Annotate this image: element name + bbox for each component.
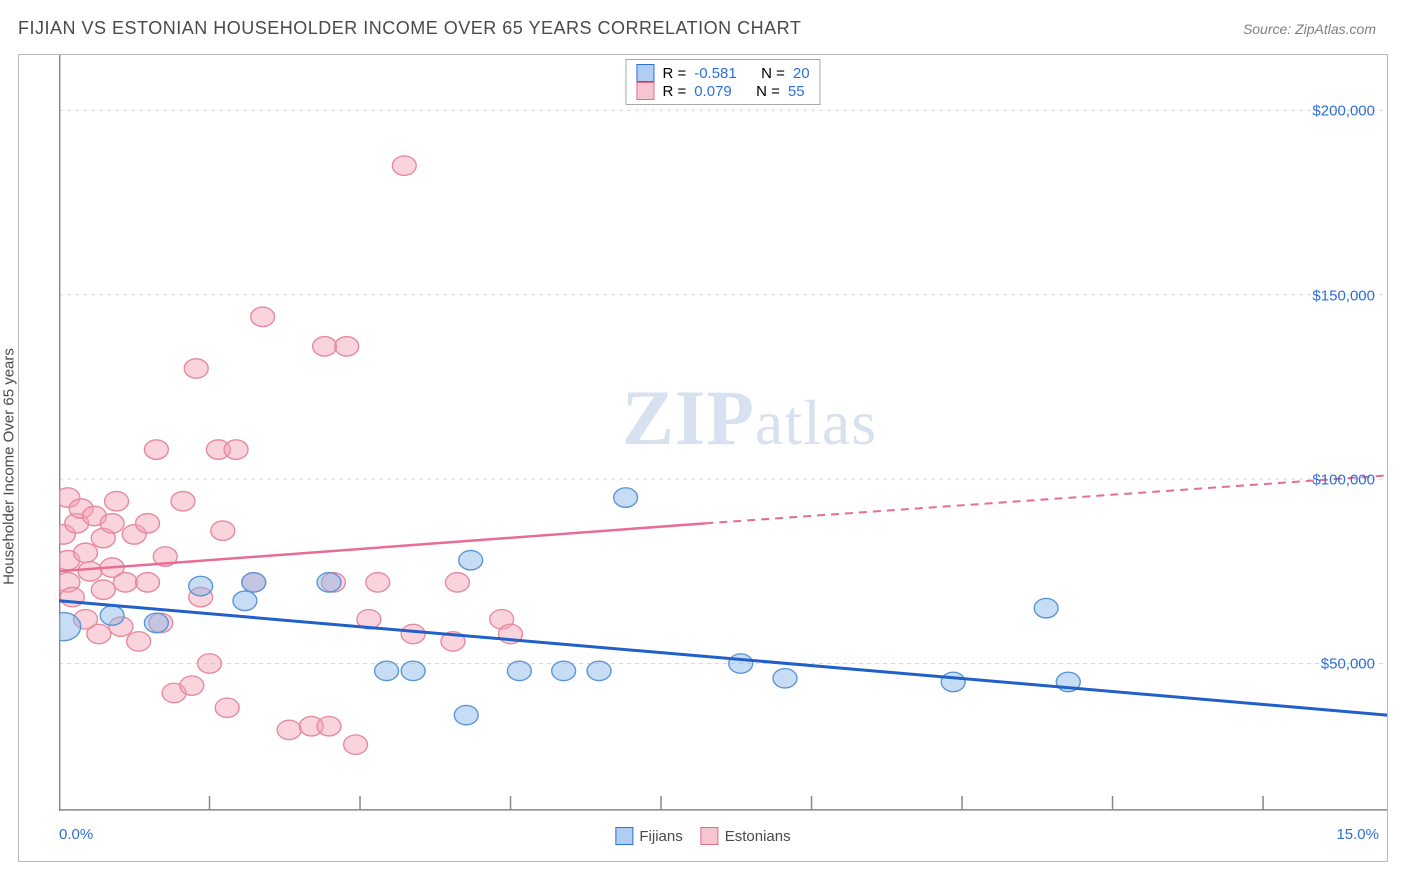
y-tick-label: $50,000 — [1321, 656, 1375, 673]
r-value: 0.079 — [694, 83, 732, 100]
correlation-legend: R = -0.581 N = 20 R = 0.079 N = 55 — [625, 59, 820, 105]
scatter-svg — [59, 55, 1387, 811]
y-tick-label: $150,000 — [1312, 287, 1375, 304]
n-value: 55 — [788, 83, 805, 100]
plot-area: ZIPatlas R = -0.581 N = 20 R = 0.079 N =… — [59, 55, 1387, 811]
legend-label: Estonians — [725, 828, 791, 845]
x-axis-max-label: 15.0% — [1336, 826, 1379, 843]
series-legend: Fijians Estonians — [615, 827, 790, 845]
y-tick-label: $100,000 — [1312, 472, 1375, 489]
source-attribution: Source: ZipAtlas.com — [1243, 21, 1376, 37]
legend-row-estonians: R = 0.079 N = 55 — [636, 82, 809, 100]
swatch-icon — [636, 64, 654, 82]
chart-container: Householder Income Over 65 years ZIPatla… — [18, 54, 1388, 862]
y-axis-label: Householder Income Over 65 years — [1, 348, 18, 585]
legend-item-fijians: Fijians — [615, 827, 682, 845]
chart-title: FIJIAN VS ESTONIAN HOUSEHOLDER INCOME OV… — [18, 18, 801, 39]
n-value: 20 — [793, 65, 810, 82]
swatch-icon — [615, 827, 633, 845]
r-value: -0.581 — [694, 65, 737, 82]
x-axis-min-label: 0.0% — [59, 826, 93, 843]
swatch-icon — [701, 827, 719, 845]
legend-label: Fijians — [639, 828, 682, 845]
legend-row-fijians: R = -0.581 N = 20 — [636, 64, 809, 82]
swatch-icon — [636, 82, 654, 100]
y-tick-label: $200,000 — [1312, 103, 1375, 120]
legend-item-estonians: Estonians — [701, 827, 791, 845]
